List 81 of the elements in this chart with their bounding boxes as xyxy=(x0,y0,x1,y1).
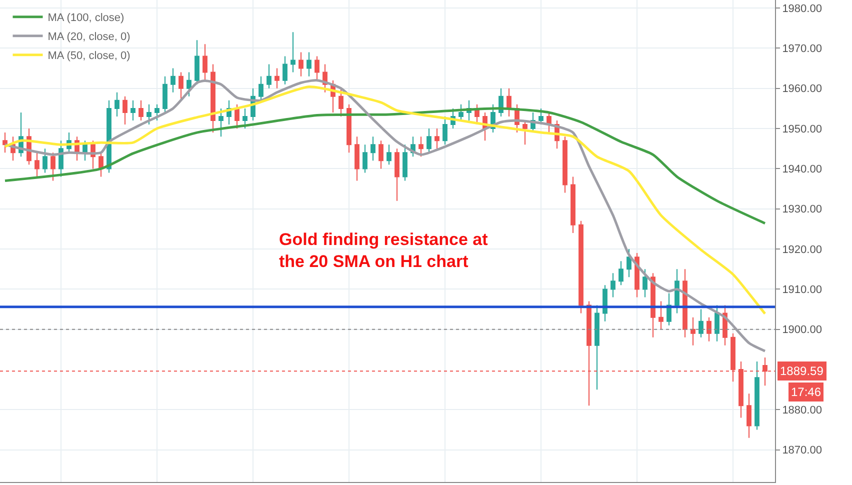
candlestick xyxy=(98,152,104,178)
candlestick xyxy=(690,316,696,346)
text: 17:46 xyxy=(791,385,822,399)
candlestick xyxy=(186,72,192,97)
legend-label: MA (100, close) xyxy=(48,12,124,24)
candlestick xyxy=(34,152,40,178)
y-tick-label: 1960.00 xyxy=(782,83,822,96)
candlestick xyxy=(202,44,208,81)
candlestick xyxy=(138,100,144,121)
candlestick xyxy=(458,104,464,121)
y-tick-label: 1870.00 xyxy=(782,444,822,457)
candlestick xyxy=(642,268,648,298)
candlestick xyxy=(706,316,712,342)
candlestick xyxy=(746,393,752,438)
candlestick xyxy=(346,104,352,154)
candlestick xyxy=(290,32,296,73)
candlestick xyxy=(258,76,264,101)
candlestick xyxy=(418,136,424,158)
candlestick xyxy=(122,96,128,126)
y-tick-label: 1910.00 xyxy=(782,284,822,296)
candlestick xyxy=(146,104,152,126)
y-tick-label: 1940.00 xyxy=(782,164,822,176)
candlestick xyxy=(210,64,216,134)
candlestick xyxy=(618,260,624,286)
candlestick xyxy=(298,52,304,77)
candlestick xyxy=(2,132,8,154)
candlestick xyxy=(658,300,664,330)
candlestick xyxy=(682,268,688,338)
candlestick xyxy=(242,108,248,130)
candlestick xyxy=(354,136,360,182)
candlestick xyxy=(698,308,704,338)
y-tick-label: 1880.00 xyxy=(782,404,822,417)
candlestick xyxy=(194,40,200,85)
candlestick xyxy=(562,136,568,194)
line-series xyxy=(4,107,766,225)
candlestick xyxy=(306,52,312,77)
legend-label: MA (50, close, 0) xyxy=(48,50,130,62)
candlestick xyxy=(130,100,136,121)
candlestick xyxy=(50,152,56,182)
candlestick xyxy=(370,136,376,162)
candlestick xyxy=(754,361,760,430)
candlestick xyxy=(570,176,576,234)
candlestick xyxy=(114,92,120,117)
candlestick xyxy=(42,148,48,174)
candlestick xyxy=(362,144,368,174)
candlestick xyxy=(442,116,448,146)
candlestick xyxy=(506,88,512,117)
candlestick xyxy=(602,284,608,322)
candlestick xyxy=(394,148,400,202)
y-tick-label: 1920.00 xyxy=(782,244,822,256)
y-tick-label: 1900.00 xyxy=(782,324,822,336)
candlestick xyxy=(674,268,680,314)
ref-line-label: 1889.59 xyxy=(780,364,824,378)
y-tick-label: 1980.00 xyxy=(782,2,822,15)
candlestick xyxy=(338,88,344,117)
candlestick xyxy=(610,272,616,298)
candlestick xyxy=(626,248,632,278)
candlestick xyxy=(178,72,184,101)
candlestick xyxy=(162,76,168,113)
candlestick xyxy=(170,68,176,93)
candlestick xyxy=(218,108,224,138)
y-tick-label: 1930.00 xyxy=(782,204,822,216)
candlestick xyxy=(154,104,160,121)
y-tick-label: 1950.00 xyxy=(782,123,822,136)
candlestick xyxy=(578,220,584,314)
candlestick xyxy=(274,68,280,89)
legend-label: MA (20, close, 0) xyxy=(48,31,130,44)
candlestick xyxy=(282,56,288,85)
candlestick xyxy=(522,120,528,146)
candlestick xyxy=(266,64,272,89)
y-tick-label: 1970.00 xyxy=(782,43,822,56)
candlestick xyxy=(426,128,432,154)
line-series xyxy=(4,79,766,352)
annotation: Gold finding resistance at the 20 SMA on H1 chart xyxy=(279,230,488,272)
candlestick xyxy=(314,56,320,81)
candlestick xyxy=(434,128,440,150)
candlestick xyxy=(402,144,408,182)
candlestick xyxy=(378,140,384,170)
candlestick xyxy=(234,104,240,130)
candlestick xyxy=(386,144,392,166)
line-series xyxy=(4,86,766,315)
